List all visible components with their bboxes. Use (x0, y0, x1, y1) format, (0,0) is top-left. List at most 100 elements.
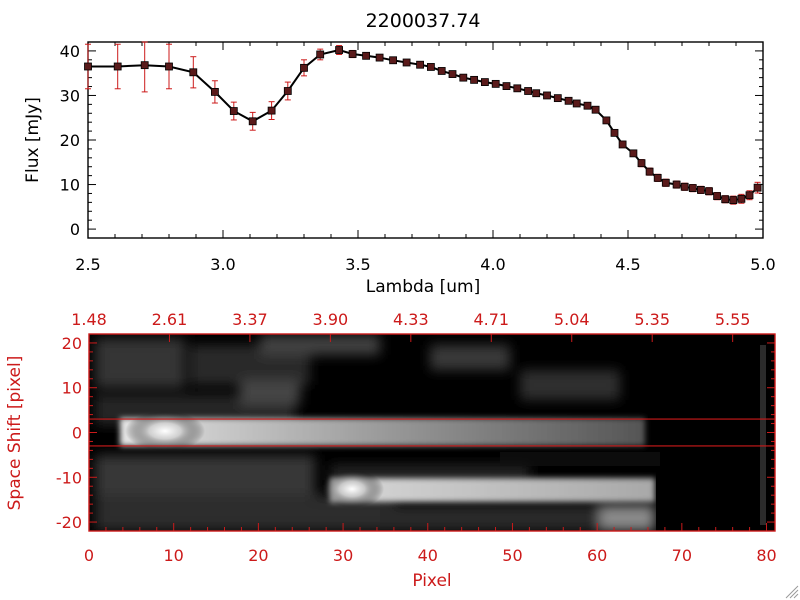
data-point (502, 82, 511, 90)
image-top-tick-label: 5.35 (634, 310, 670, 329)
spectrum-x-tick-label: 5.0 (750, 255, 775, 274)
data-point (448, 70, 457, 78)
data-point (283, 87, 292, 95)
data-point (637, 159, 646, 168)
spectrum-x-ticks: 2.5 3.0 3.5 4.0 4.5 5.0 (75, 42, 776, 274)
spectrum-y-tick-label: 10 (60, 176, 80, 195)
data-point (459, 73, 468, 82)
image-x-tick-label: 10 (164, 546, 184, 565)
data-point (416, 60, 425, 69)
spectrum-y-ticks: 0 10 20 30 40 (60, 42, 763, 239)
data-point (470, 75, 479, 84)
data-point (229, 107, 238, 115)
spectrum-x-tick-label: 2.5 (75, 255, 100, 274)
data-point (713, 192, 721, 201)
data-point (543, 91, 551, 100)
image-y-tick-label: -20 (56, 513, 82, 532)
data-point (348, 50, 357, 58)
data-point (513, 84, 522, 93)
image-top-tick-label: 5.55 (715, 310, 751, 329)
data-point (426, 63, 435, 71)
image-top-tick-label: 4.33 (393, 310, 429, 329)
data-point (480, 78, 489, 86)
spectrum-x-tick-label: 3.5 (345, 255, 370, 274)
spectrum-title: 2200037.74 (366, 10, 481, 32)
image-top-tick-label: 3.37 (232, 310, 268, 329)
resize-grip[interactable] (785, 585, 799, 599)
data-point (389, 56, 398, 65)
spectrum-points (84, 46, 762, 205)
image-x-ticks: 0 10 20 30 40 50 60 70 80 (84, 523, 777, 565)
image-top-tick-label: 2.61 (152, 310, 188, 329)
data-point (737, 194, 746, 203)
data-point (705, 187, 713, 196)
image-x-tick-label: 20 (248, 546, 268, 565)
data-point (645, 167, 654, 176)
image-ylabel: Space Shift [pixel] (5, 356, 25, 511)
spectrum-image-panel: 0 10 20 30 40 50 60 70 80 -20 -10 0 10 20 1.48 2.61 3.… (5, 310, 777, 591)
image-top-wavelength-ticks: 1.48 2.61 3.37 3.90 4.33 4.71 5.04 5.35 5.55 (71, 310, 750, 342)
spectrum-plot: 2200037.74 2.5 3.0 3.5 4.0 4.5 5.0 010203040 … (23, 10, 776, 297)
image-y-tick-label: 20 (62, 334, 82, 353)
data-point (688, 184, 697, 193)
spectrum-xlabel: Lambda [um] (366, 277, 480, 297)
data-point (210, 87, 219, 96)
spectrum-ylabel: Flux [mJy] (23, 97, 43, 183)
data-point (697, 185, 705, 194)
spectrum-y-tick-label: 40 (60, 42, 80, 61)
data-point (591, 105, 600, 114)
data-point (602, 116, 611, 125)
data-point (316, 50, 325, 59)
data-point (721, 195, 730, 204)
spectrum-x-tick-label: 3.0 (210, 255, 235, 274)
image-y-ticks: -20 -10 0 10 20 (56, 334, 775, 532)
data-point (618, 140, 627, 149)
data-point (491, 79, 500, 88)
data-point (267, 106, 276, 115)
data-point (661, 178, 670, 187)
image-top-tick-label: 5.04 (554, 310, 590, 329)
image-x-tick-label: 40 (418, 546, 438, 565)
spectrum-x-tick-label: 4.5 (615, 255, 640, 274)
image-y-tick-label: 0 (72, 424, 82, 443)
spectrum-y-tick-label: 0 (70, 220, 80, 239)
image-top-tick-label: 3.90 (313, 310, 349, 329)
image-x-tick-label: 70 (672, 546, 692, 565)
data-point (375, 53, 384, 62)
spectrum-y-tick-label: 20 (60, 131, 80, 150)
data-point (532, 89, 541, 98)
data-point (402, 58, 411, 67)
data-point (84, 62, 92, 71)
data-point (753, 183, 762, 192)
data-point (362, 51, 371, 60)
data-point (680, 182, 689, 191)
image-x-tick-label: 50 (502, 546, 522, 565)
spectrum-x-tick-label: 4.0 (480, 255, 505, 274)
data-point (248, 117, 257, 126)
data-point (610, 128, 619, 137)
data-point (729, 196, 738, 205)
data-point (653, 173, 662, 182)
data-point (745, 191, 754, 200)
spectrum-y-tick-label: 30 (60, 86, 80, 105)
data-point (572, 99, 581, 108)
image-x-tick-label: 30 (333, 546, 353, 565)
image-x-tick-label: 0 (84, 546, 94, 565)
data-point (335, 46, 344, 54)
image-y-tick-label: -10 (56, 468, 82, 487)
data-point (524, 87, 532, 95)
image-top-tick-label: 4.71 (473, 310, 509, 329)
image-y-tick-label: 10 (62, 379, 82, 398)
data-point (553, 94, 562, 103)
data-point (189, 68, 198, 77)
data-point (140, 61, 149, 70)
data-point (672, 180, 681, 189)
image-x-tick-label: 60 (587, 546, 607, 565)
data-point (564, 96, 573, 105)
data-point (113, 62, 122, 71)
spectrum-image (89, 334, 775, 531)
image-xlabel: Pixel (412, 571, 451, 591)
data-point (583, 101, 592, 110)
image-x-tick-label: 80 (756, 546, 776, 565)
